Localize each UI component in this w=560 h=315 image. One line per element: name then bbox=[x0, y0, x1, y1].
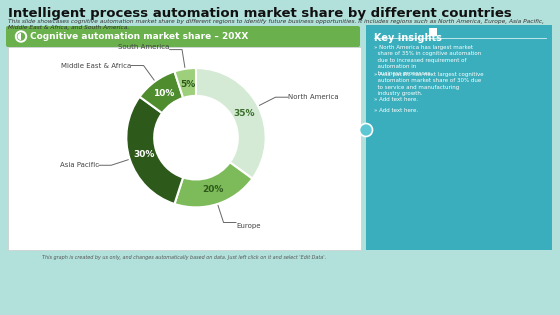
Wedge shape bbox=[175, 162, 253, 207]
Text: 30%: 30% bbox=[134, 150, 155, 159]
FancyBboxPatch shape bbox=[366, 25, 552, 250]
Text: » Add text here.: » Add text here. bbox=[374, 97, 418, 102]
Wedge shape bbox=[17, 33, 21, 40]
Text: Europe: Europe bbox=[236, 222, 260, 228]
Text: This graph is created by us only, and changes automatically based on data. Just : This graph is created by us only, and ch… bbox=[42, 255, 326, 260]
Text: Middle East & Africa: Middle East & Africa bbox=[61, 63, 131, 69]
Wedge shape bbox=[175, 68, 196, 98]
Wedge shape bbox=[127, 97, 183, 204]
Text: » Add text here.: » Add text here. bbox=[374, 108, 418, 113]
Wedge shape bbox=[139, 72, 183, 113]
Wedge shape bbox=[196, 68, 265, 179]
Text: North America: North America bbox=[288, 94, 339, 100]
Circle shape bbox=[16, 31, 26, 42]
Text: 5%: 5% bbox=[180, 79, 195, 89]
Text: » Asia pacific has next largest cognitive
  automation market share of 30% due
 : » Asia pacific has next largest cognitiv… bbox=[374, 72, 484, 96]
Circle shape bbox=[360, 123, 372, 136]
Text: 10%: 10% bbox=[153, 89, 175, 98]
Text: This slide showcases cognitive automation market share by different regions to i: This slide showcases cognitive automatio… bbox=[8, 19, 544, 30]
FancyBboxPatch shape bbox=[8, 47, 361, 250]
Text: 35%: 35% bbox=[234, 109, 255, 117]
Text: 20%: 20% bbox=[202, 185, 223, 194]
Text: Intelligent process automation market share by different countries: Intelligent process automation market sh… bbox=[8, 7, 512, 20]
FancyBboxPatch shape bbox=[6, 26, 360, 47]
Text: Asia Pacific: Asia Pacific bbox=[59, 162, 99, 168]
FancyBboxPatch shape bbox=[428, 27, 436, 36]
Text: South America: South America bbox=[118, 43, 170, 49]
Text: » North America has largest market
  share of 35% in cognitive automation
  due : » North America has largest market share… bbox=[374, 45, 481, 76]
Circle shape bbox=[17, 33, 25, 40]
Text: Cognitive automation market share – 20XX: Cognitive automation market share – 20XX bbox=[30, 32, 249, 41]
Text: Key insights: Key insights bbox=[374, 33, 442, 43]
